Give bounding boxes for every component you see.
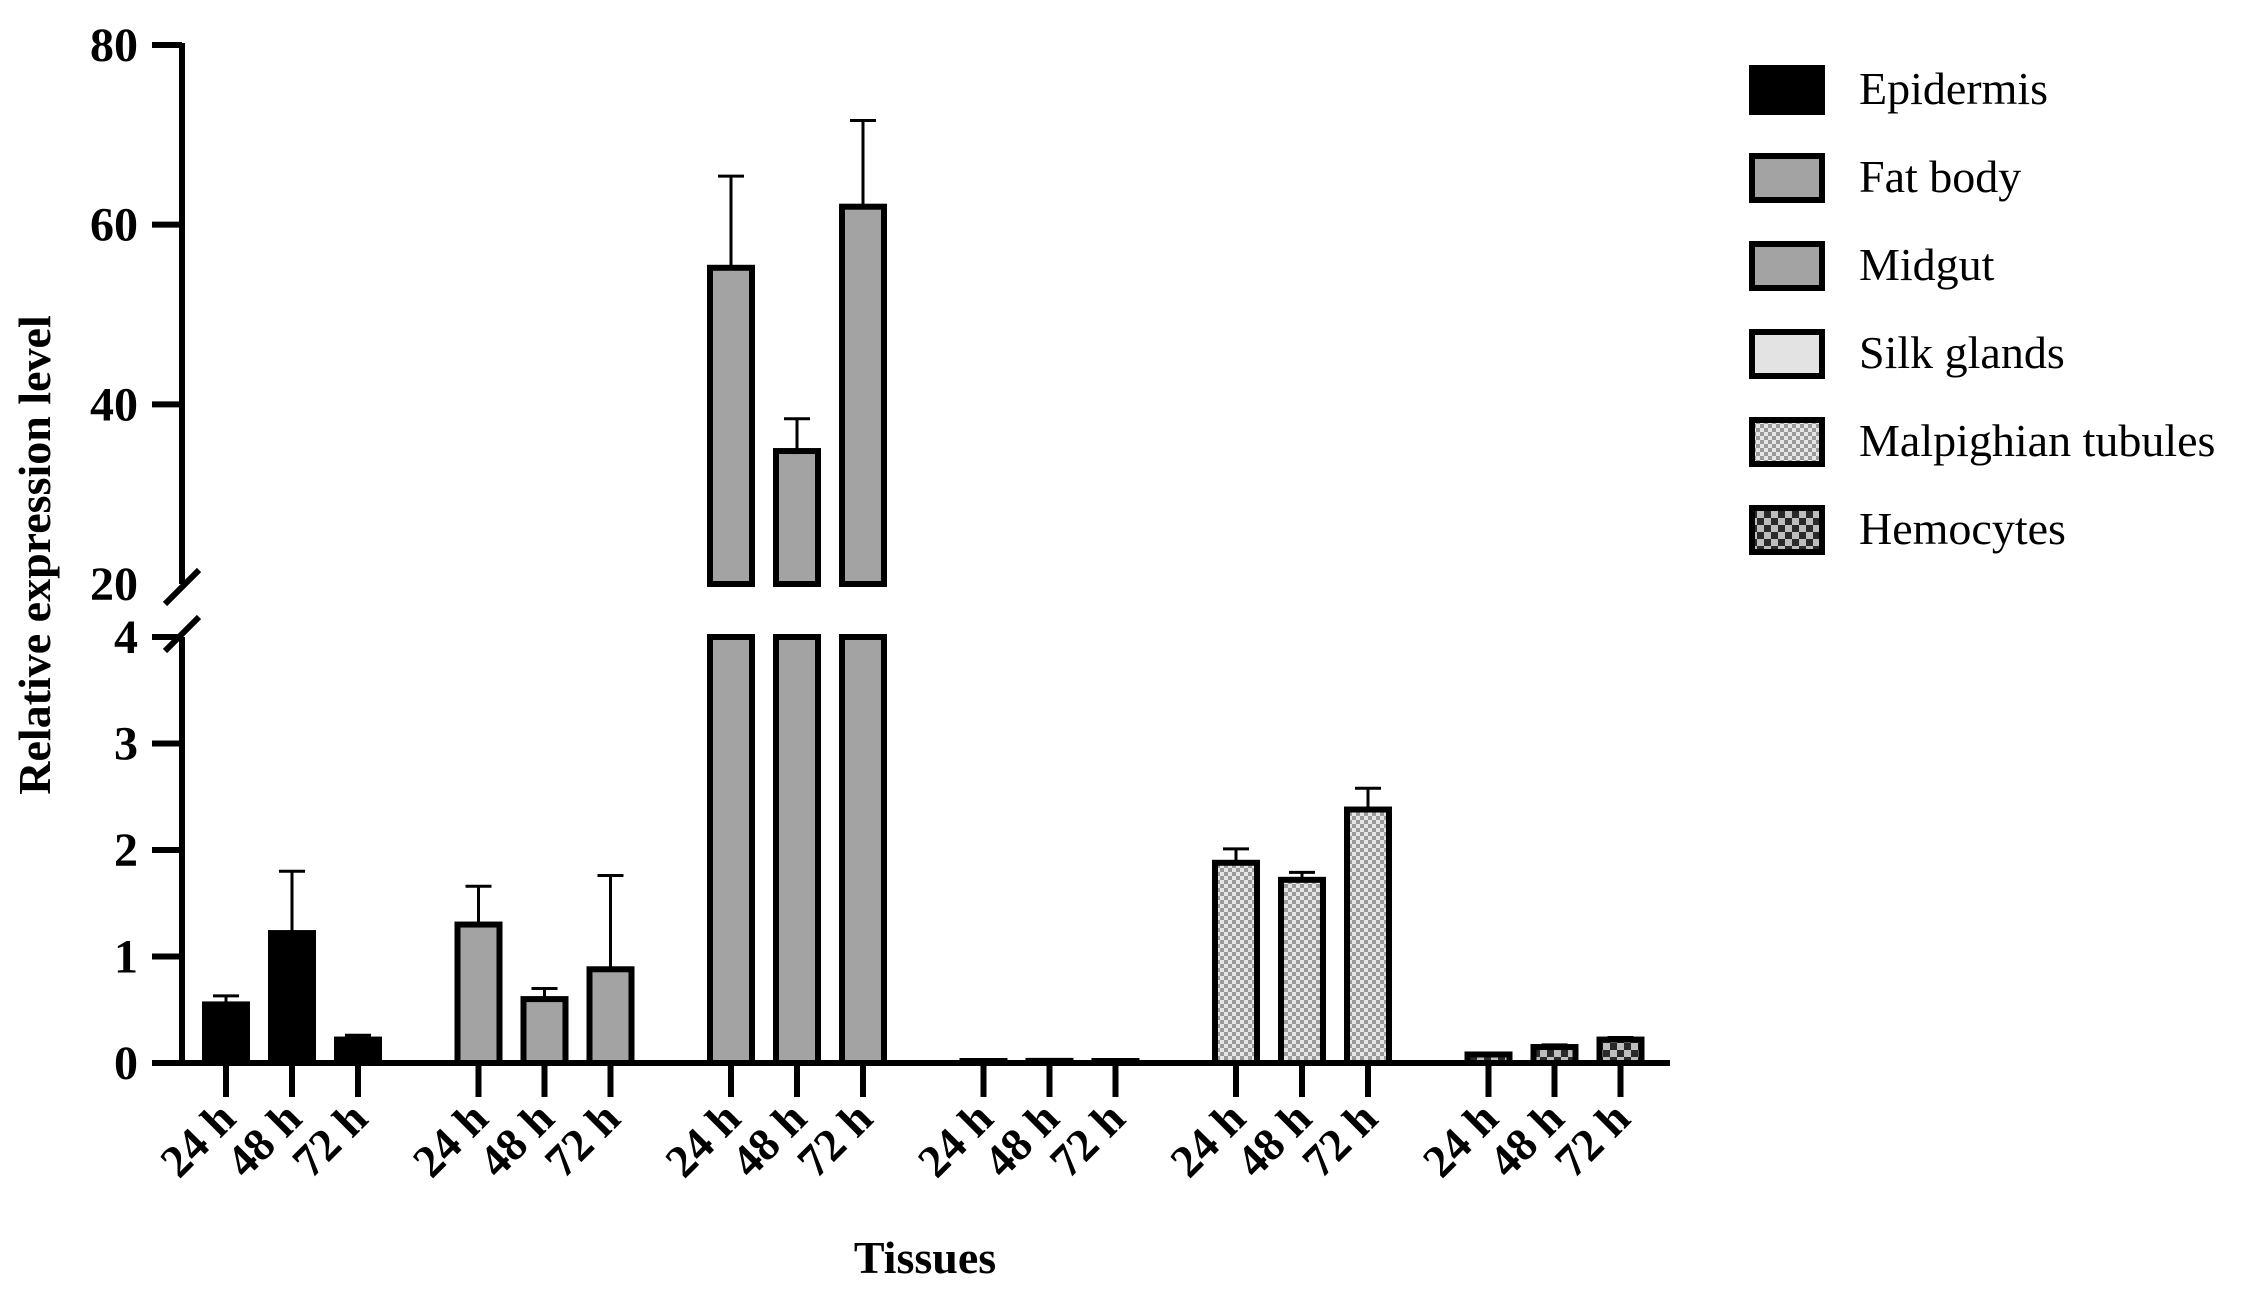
legend-label: Hemocytes: [1859, 503, 2066, 554]
x-tick-label: 72 h: [282, 1092, 377, 1187]
bar: [268, 930, 316, 1066]
y-tick-label: 20: [90, 558, 138, 611]
legend: Epidermis Fat body Midgut Silk glands Malpig…: [1749, 63, 2215, 555]
x-tick-label: 72 h: [787, 1092, 882, 1187]
bar: [1530, 1044, 1579, 1067]
legend-swatch: [1749, 153, 1825, 203]
bar: [1464, 1051, 1513, 1066]
y-tick-label: 40: [90, 378, 138, 431]
legend-label: Silk glands: [1859, 327, 2065, 378]
bar: [707, 264, 755, 587]
bar: [959, 1058, 1008, 1066]
axes: [152, 42, 1670, 1097]
legend-swatch: [1749, 329, 1825, 379]
y-tick-label: 80: [90, 19, 138, 72]
bar: [334, 1036, 382, 1066]
legend-swatch: [1749, 417, 1825, 467]
y-tick-label: 1: [114, 931, 138, 984]
bar: [1596, 1036, 1645, 1066]
bars: [202, 118, 1645, 1067]
bar: [1278, 876, 1326, 1066]
bar: [839, 634, 887, 1066]
legend-label: Midgut: [1859, 239, 1995, 290]
y-tick-label: 3: [114, 718, 138, 771]
bar: [773, 634, 821, 1066]
x-tick-label: 72 h: [1292, 1092, 1387, 1187]
legend-swatch: [1749, 505, 1825, 555]
bar: [454, 921, 503, 1066]
x-tick-label: 72 h: [1545, 1092, 1640, 1187]
y-tick-label: 2: [114, 824, 138, 877]
bar: [586, 966, 635, 1067]
y-tick-label: 60: [90, 199, 138, 252]
legend-swatch: [1749, 241, 1825, 291]
legend-label: Malpighian tubules: [1859, 415, 2215, 466]
x-tick-label: 72 h: [535, 1092, 630, 1187]
bar: [1212, 859, 1260, 1067]
bar: [1344, 806, 1392, 1067]
y-tick-label: 4: [114, 611, 138, 664]
bar: [707, 634, 755, 1066]
bar: [202, 1001, 250, 1066]
legend-label: Epidermis: [1859, 63, 2048, 114]
y-tick-label: 0: [114, 1037, 138, 1090]
y-axis-title: Relative expression level: [9, 315, 60, 795]
bar: [1091, 1058, 1140, 1066]
axis-break-mark-upper: [162, 567, 202, 607]
bar: [773, 448, 821, 587]
bar: [1025, 1057, 1074, 1066]
bar: [839, 203, 887, 587]
bar: [520, 996, 569, 1066]
x-axis-title: Tissues: [854, 1232, 996, 1283]
x-tick-label: 72 h: [1040, 1092, 1135, 1187]
legend-swatch: [1749, 65, 1825, 115]
legend-label: Fat body: [1859, 151, 2021, 202]
